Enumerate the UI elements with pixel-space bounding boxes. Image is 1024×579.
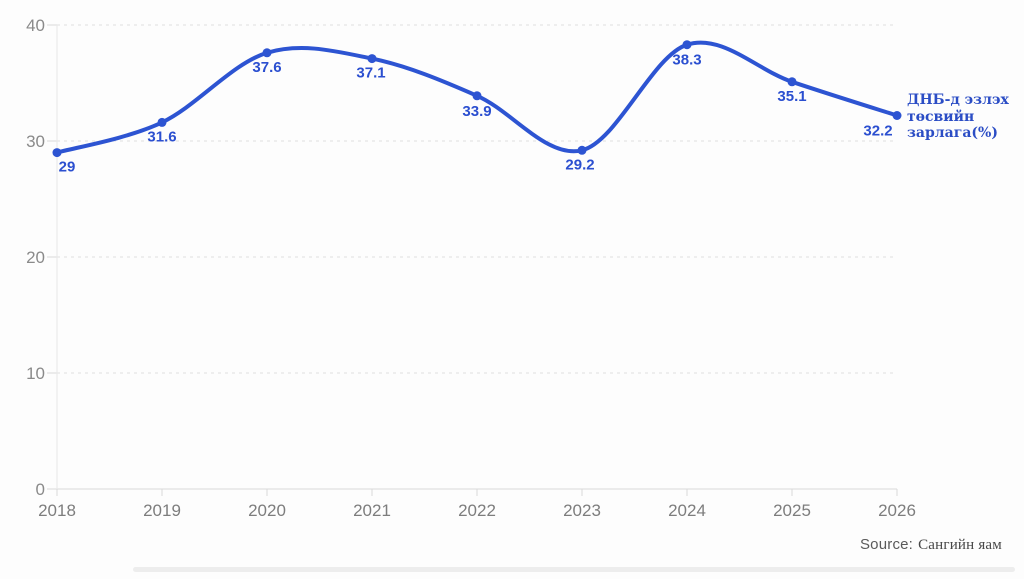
svg-text:37.6: 37.6 — [252, 59, 281, 76]
svg-text:2018: 2018 — [38, 501, 76, 520]
svg-text:10: 10 — [26, 364, 45, 383]
svg-text:33.9: 33.9 — [462, 103, 491, 120]
svg-text:30: 30 — [26, 132, 45, 151]
svg-text:35.1: 35.1 — [777, 88, 806, 105]
svg-text:32.2: 32.2 — [863, 123, 892, 140]
svg-text:2019: 2019 — [143, 501, 181, 520]
svg-text:31.6: 31.6 — [147, 128, 176, 145]
source-prefix: Source: — [859, 536, 914, 553]
svg-text:29: 29 — [59, 159, 76, 176]
svg-text:2024: 2024 — [668, 501, 706, 520]
bottom-scrollbar-artifact — [133, 567, 1015, 572]
svg-text:2026: 2026 — [878, 501, 916, 520]
svg-text:38.3: 38.3 — [672, 52, 701, 69]
svg-text:20: 20 — [26, 248, 45, 267]
svg-text:37.1: 37.1 — [356, 65, 385, 82]
svg-text:40: 40 — [26, 16, 45, 35]
svg-text:0: 0 — [36, 480, 45, 499]
svg-text:2020: 2020 — [248, 501, 286, 520]
svg-text:2021: 2021 — [353, 501, 391, 520]
svg-text:29.2: 29.2 — [565, 156, 594, 173]
source-name: Сангийн яам — [918, 537, 1002, 553]
svg-text:2022: 2022 — [458, 501, 496, 520]
source-note: Source: Сангийн яам — [860, 536, 1002, 554]
svg-text:2023: 2023 — [563, 501, 601, 520]
series-legend-label: ДНБ-д эзлэх төсвийн зарлага(%) — [907, 92, 1009, 142]
svg-text:2025: 2025 — [773, 501, 811, 520]
